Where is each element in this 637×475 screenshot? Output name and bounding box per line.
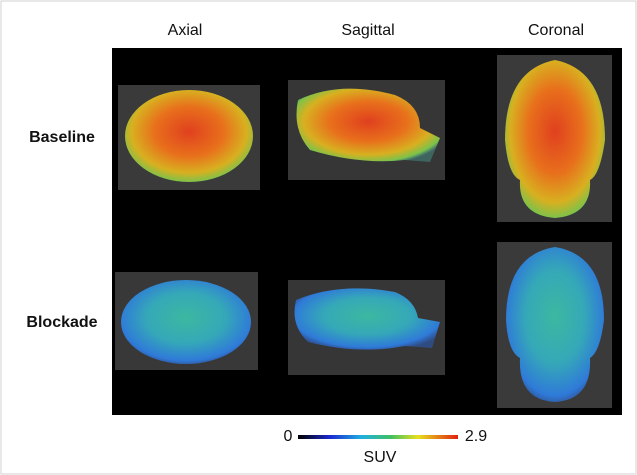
colorbar [298, 435, 458, 439]
page: {"columns": ["Axial", "Sagittal", "Coron… [0, 0, 637, 475]
column-header: Axial [168, 22, 203, 39]
figure: Axial Sagittal Coronal Baseline Blockade… [0, 0, 637, 475]
colorbar-max: 2.9 [465, 428, 487, 445]
pet-overlay [125, 90, 253, 182]
column-header: Sagittal [341, 22, 394, 39]
row-label: Baseline [29, 129, 95, 146]
pet-overlay [121, 280, 251, 364]
row-label: Blockade [26, 314, 97, 331]
column-header: Coronal [528, 22, 584, 39]
colorbar-min: 0 [284, 428, 293, 445]
colorbar-label: SUV [364, 449, 397, 466]
